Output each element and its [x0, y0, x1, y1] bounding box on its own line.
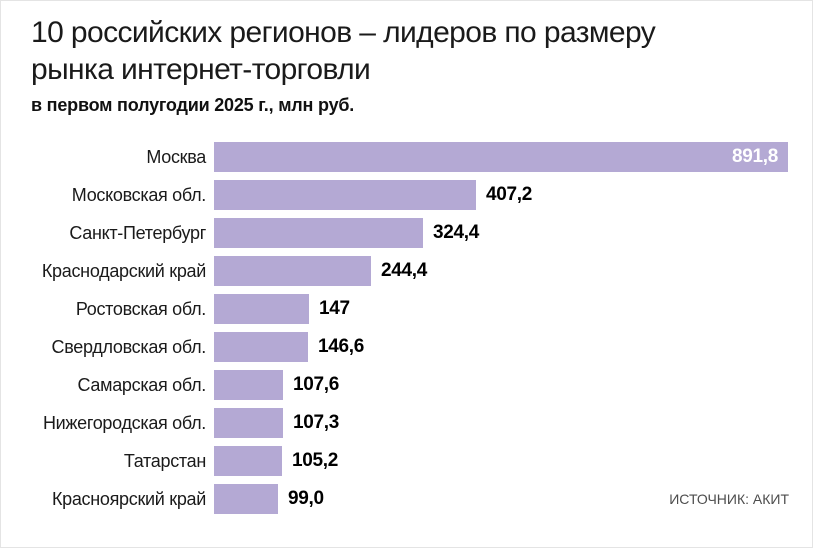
value-label: 107,6: [293, 374, 340, 395]
value-label: 891,8: [731, 146, 778, 167]
chart-row: Свердловская обл. 146,6: [1, 332, 812, 362]
bar: [214, 484, 278, 514]
category-label: Самарская обл.: [77, 374, 207, 395]
bar-area: 891,8: [214, 142, 812, 172]
value-label: 105,2: [292, 450, 339, 471]
bar: [214, 408, 283, 438]
chart-row: Нижегородская обл. 107,3: [1, 408, 812, 438]
value-label: 407,2: [486, 184, 533, 205]
chart-title-line2: рынка интернет-торговли: [31, 53, 371, 86]
chart-row: Ростовская обл. 147: [1, 294, 812, 324]
category-label: Ростовская обл.: [75, 298, 206, 319]
category-label: Москва: [146, 146, 206, 167]
chart-row: Московская обл. 407,2: [1, 180, 812, 210]
chart-row: Санкт-Петербург 324,4: [1, 218, 812, 248]
category-label: Санкт-Петербург: [69, 222, 206, 243]
chart-row: Краснодарский край 244,4: [1, 256, 812, 286]
bar: [214, 294, 309, 324]
bar-area: 244,4: [214, 256, 812, 286]
category-label: Красноярский край: [51, 488, 206, 509]
category-label: Свердловская обл.: [51, 336, 207, 357]
bar: [214, 256, 371, 286]
chart-title-line1: 10 российских регионов – лидеров по разм…: [31, 16, 656, 49]
value-label: 324,4: [433, 222, 480, 243]
category-label: Краснодарский край: [41, 260, 206, 281]
bar-area: 146,6: [214, 332, 812, 362]
bar-area: 324,4: [214, 218, 812, 248]
value-label: 146,6: [318, 336, 365, 357]
bar-area: 407,2: [214, 180, 812, 210]
chart-row: Татарстан 105,2: [1, 446, 812, 476]
bar: [214, 370, 283, 400]
source-note: ИСТОЧНИК: АКИТ: [669, 491, 789, 507]
bar: [214, 218, 423, 248]
bar-area: 147: [214, 294, 812, 324]
bar-area: 99,0: [214, 484, 812, 514]
value-label: 244,4: [381, 260, 428, 281]
bar: 891,8: [214, 142, 788, 172]
category-label: Московская обл.: [71, 184, 207, 205]
chart-subtitle: в первом полугодии 2025 г., млн руб.: [31, 95, 355, 115]
value-label: 107,3: [293, 412, 340, 433]
bar: [214, 180, 476, 210]
chart-row: Москва 891,8: [1, 142, 812, 172]
category-label: Нижегородская обл.: [42, 412, 206, 433]
bar-area: 107,6: [214, 370, 812, 400]
bar: [214, 446, 282, 476]
bar-area: 105,2: [214, 446, 812, 476]
chart-title: 10 российских регионов – лидеров по разм…: [31, 14, 656, 88]
bar: [214, 332, 308, 362]
value-label: 147: [319, 298, 350, 319]
value-label: 99,0: [288, 488, 324, 509]
category-label: Татарстан: [123, 450, 206, 471]
chart-row: Самарская обл. 107,6: [1, 370, 812, 400]
bar-chart: Москва 891,8 Московская обл. 407,2 Санкт-Пет…: [1, 142, 812, 522]
chart-row: Красноярский край 99,0: [1, 484, 812, 514]
bar-area: 107,3: [214, 408, 812, 438]
